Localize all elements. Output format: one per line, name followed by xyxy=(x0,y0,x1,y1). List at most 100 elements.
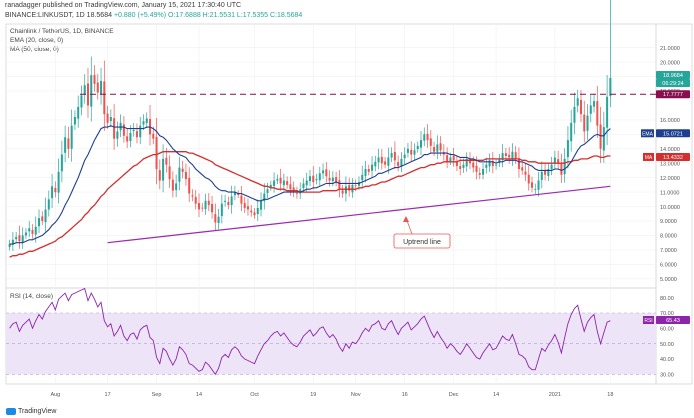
time-tick-label: 17 xyxy=(105,392,111,398)
candle-body xyxy=(380,156,383,164)
candle-body xyxy=(524,171,527,175)
candle-body xyxy=(15,236,18,240)
candle-body xyxy=(86,83,90,106)
candle-body xyxy=(8,244,11,247)
ma-legend: MA (50, close, 0) xyxy=(10,46,59,53)
time-tick-label: Aug xyxy=(50,392,60,398)
price-tick-label: 12.0000 xyxy=(660,176,680,182)
candle-body xyxy=(64,137,67,153)
candle-body xyxy=(583,114,586,132)
candle-body xyxy=(100,80,103,95)
candle-body xyxy=(573,106,576,123)
rsi-tag-bg xyxy=(643,316,654,325)
time-tick-label: 14 xyxy=(493,392,499,398)
candle-body xyxy=(344,186,347,194)
candle-body xyxy=(109,117,112,122)
candle-body xyxy=(227,201,230,206)
candle-body xyxy=(315,179,318,181)
candle-body xyxy=(96,82,99,93)
candle-body xyxy=(240,195,243,204)
candle-body xyxy=(426,133,429,141)
candle-body xyxy=(563,158,566,175)
candle-body xyxy=(34,226,37,235)
candle-body xyxy=(230,196,233,206)
candle-body xyxy=(609,78,612,97)
ma-badge-bg xyxy=(656,152,690,161)
price-tick-label: 21.0000 xyxy=(660,46,680,52)
tradingview-logo: TradingView xyxy=(6,407,56,415)
candle-body xyxy=(397,162,400,167)
candle-body xyxy=(279,177,282,184)
candle-body xyxy=(126,136,129,142)
candle-body xyxy=(406,148,409,153)
candle-body xyxy=(171,179,174,191)
rsi-tick-label: 50.00 xyxy=(660,342,674,348)
candle-body xyxy=(178,167,181,182)
candle-body xyxy=(325,169,328,177)
price-tick-label: 6.0000 xyxy=(660,263,677,269)
candle-body xyxy=(165,157,168,165)
rsi-tag: RSI xyxy=(644,318,652,324)
candle-body xyxy=(246,206,249,210)
price-tick-label: 9.0000 xyxy=(660,219,677,225)
price-tick-label: 7.0000 xyxy=(660,248,677,254)
candle-body xyxy=(475,165,478,172)
annotation-text: Uptrend line xyxy=(403,239,441,246)
candle-body xyxy=(491,160,494,167)
candle-body xyxy=(217,216,220,224)
time-tick-label: 16 xyxy=(402,392,408,398)
candle-body xyxy=(299,189,302,194)
candle-body xyxy=(83,85,86,95)
candle-body xyxy=(263,193,266,202)
time-tick-label: 19 xyxy=(310,392,316,398)
candle-body xyxy=(485,164,488,168)
candle-body xyxy=(308,176,312,182)
candle-body xyxy=(191,195,194,197)
candle-body xyxy=(44,209,47,223)
time-tick-label: 2021 xyxy=(549,392,561,398)
candle-body xyxy=(129,132,132,141)
time-tick-label: 18 xyxy=(607,392,613,398)
candle-body xyxy=(335,177,338,182)
candle-body xyxy=(276,179,279,181)
candle-body xyxy=(419,140,423,148)
candle-body xyxy=(534,189,537,191)
candle-body xyxy=(57,171,60,193)
candle-body xyxy=(237,193,240,195)
candle-body xyxy=(413,150,416,155)
candle-body xyxy=(393,151,396,161)
candle-body xyxy=(462,164,465,168)
candle-body xyxy=(328,177,331,181)
candle-body xyxy=(459,166,462,169)
candle-body xyxy=(233,192,236,196)
candle-body xyxy=(155,136,158,169)
candle-body xyxy=(256,208,259,215)
candle-body xyxy=(501,153,504,161)
candle-body xyxy=(514,152,517,159)
ema-legend: EMA (20, close, 0) xyxy=(10,37,64,44)
candle-body xyxy=(482,169,485,175)
candle-body xyxy=(204,200,207,210)
candle-body xyxy=(521,167,524,171)
candle-body xyxy=(593,101,596,107)
candle-body xyxy=(602,127,605,151)
candle-body xyxy=(31,229,34,234)
time-tick-label: Dec xyxy=(449,392,459,398)
rsi-line xyxy=(9,287,611,376)
candle-body xyxy=(511,151,514,160)
candle-body xyxy=(364,169,367,176)
candle-body xyxy=(544,170,547,175)
candle-body xyxy=(367,169,370,172)
resistance-badge: 17.7777 xyxy=(663,92,683,98)
candle-body xyxy=(550,164,553,169)
price-axis-frame xyxy=(655,23,693,385)
candle-body xyxy=(488,160,491,167)
ohlc-values: O:17.6888 H:21.5531 L:17.5355 C:18.5684 xyxy=(166,12,303,19)
candle-body xyxy=(135,131,138,138)
ma-badge: 13.4332 xyxy=(663,155,683,161)
candle-body xyxy=(586,115,589,131)
candle-body xyxy=(11,239,14,245)
candle-body xyxy=(530,182,534,188)
candle-body xyxy=(579,99,582,115)
